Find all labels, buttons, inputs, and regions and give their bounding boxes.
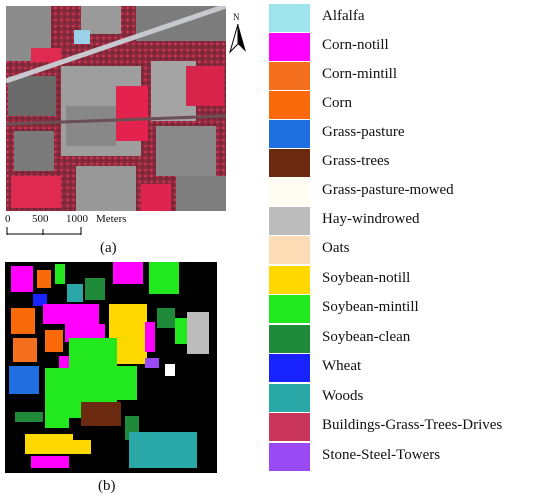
legend-label: Alfalfa (322, 8, 365, 24)
legend-swatch (269, 91, 310, 119)
legend-swatch (269, 33, 310, 61)
legend-swatch (269, 4, 310, 32)
legend-swatch (269, 295, 310, 323)
legend-swatch (269, 384, 310, 412)
legend-swatch (269, 178, 310, 206)
legend-swatch (269, 236, 310, 264)
scale-tick-500: 500 (32, 213, 49, 225)
legend-swatch (269, 149, 310, 177)
legend-swatch (269, 443, 310, 471)
legend-label: Oats (322, 240, 350, 256)
ground-truth-map (5, 262, 217, 473)
legend-item: Stone-Steel-Towers (269, 443, 548, 471)
legend-label: Corn-notill (322, 37, 389, 53)
legend-swatch (269, 354, 310, 382)
legend-label: Soybean-notill (322, 270, 411, 286)
legend-swatch (269, 207, 310, 235)
legend-item: Soybean-notill (269, 266, 548, 294)
legend-swatch (269, 413, 310, 441)
scale-unit: Meters (96, 213, 127, 225)
legend-label: Grass-pasture-mowed (322, 182, 454, 198)
legend-label: Wheat (322, 358, 362, 374)
caption-a: (a) (100, 240, 117, 256)
legend-label: Woods (322, 388, 364, 404)
legend-item: Woods (269, 384, 548, 412)
north-arrow-icon (228, 24, 246, 54)
legend-label: Stone-Steel-Towers (322, 447, 441, 463)
legend-swatch (269, 62, 310, 90)
legend-item: Corn-notill (269, 33, 548, 61)
scale-bar: 0 500 1000 Meters (5, 212, 146, 240)
legend-label: Hay-windrowed (322, 211, 420, 227)
legend-label: Soybean-clean (322, 329, 411, 345)
legend-item: Hay-windrowed (269, 207, 548, 235)
legend-item: Buildings-Grass-Trees-Drives (269, 413, 548, 441)
scale-tick-1000: 1000 (66, 213, 88, 225)
legend-label: Buildings-Grass-Trees-Drives (322, 417, 503, 433)
caption-b: (b) (98, 478, 116, 494)
legend-item: Corn (269, 91, 548, 119)
north-label: N (233, 12, 240, 22)
legend-item: Grass-pasture (269, 120, 548, 148)
legend-item: Oats (269, 236, 548, 264)
legend-swatch (269, 120, 310, 148)
legend-label: Corn (322, 95, 352, 111)
legend-label: Grass-pasture (322, 124, 405, 140)
scale-tick-0: 0 (5, 213, 11, 225)
legend-item: Alfalfa (269, 4, 548, 32)
legend-item: Grass-pasture-mowed (269, 178, 548, 206)
legend-swatch (269, 325, 310, 353)
legend-label: Soybean-mintill (322, 299, 419, 315)
legend-item: Wheat (269, 354, 548, 382)
legend-item: Corn-mintill (269, 62, 548, 90)
legend-item: Soybean-clean (269, 325, 548, 353)
legend-swatch (269, 266, 310, 294)
legend-label: Grass-trees (322, 153, 390, 169)
legend-item: Grass-trees (269, 149, 548, 177)
legend-label: Corn-mintill (322, 66, 397, 82)
false-color-image (6, 6, 226, 211)
legend-item: Soybean-mintill (269, 295, 548, 323)
